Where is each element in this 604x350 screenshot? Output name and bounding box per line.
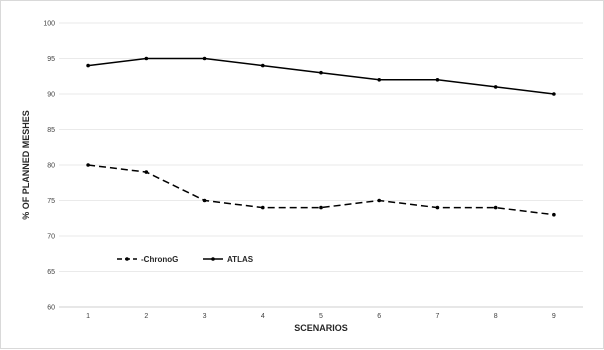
y-tick-label: 80: [47, 163, 55, 170]
data-point: [435, 205, 440, 210]
x-tick-label: 6: [377, 313, 381, 320]
x-tick-label: 8: [494, 313, 498, 320]
y-tick-label: 65: [47, 269, 55, 276]
x-tick-label: 9: [552, 313, 556, 320]
series-line-1: [88, 57, 554, 95]
x-tick-label: 5: [319, 313, 323, 320]
legend-label: -ChronoG: [141, 255, 178, 264]
data-point: [202, 198, 207, 203]
data-point: [144, 170, 149, 174]
data-point: [202, 56, 207, 61]
x-axis-ticks: 1 2 3 4 5 6 7 8 9: [86, 313, 556, 320]
legend-label: ATLAS: [227, 255, 254, 264]
legend-marker: [211, 257, 215, 261]
data-point: [552, 212, 556, 217]
series-lines: [88, 57, 554, 216]
data-point: [377, 198, 382, 203]
data-point: [377, 78, 382, 82]
data-point: [493, 205, 498, 210]
gridlines: [59, 22, 583, 308]
x-tick-label: 3: [203, 313, 207, 320]
y-tick-label: 90: [47, 92, 55, 99]
data-point: [144, 56, 149, 61]
series-line-0: [88, 164, 554, 216]
data-point: [319, 205, 323, 210]
y-axis-title: % OF PLANNED MESHES: [21, 110, 31, 220]
y-axis-ticks: 60 65 70 75 80 85 90 95 100: [43, 21, 55, 312]
y-tick-label: 70: [47, 234, 55, 241]
y-tick-label: 60: [47, 305, 55, 312]
y-tick-label: 75: [47, 198, 55, 205]
x-tick-label: 1: [86, 313, 90, 320]
series-points: [86, 56, 556, 217]
x-tick-label: 7: [435, 313, 439, 320]
x-axis-title: SCENARIOS: [294, 323, 348, 333]
x-tick-label: 4: [261, 313, 265, 320]
data-point: [260, 205, 265, 210]
x-tick-label: 2: [144, 313, 148, 320]
data-point: [435, 78, 440, 82]
data-point: [86, 63, 90, 68]
data-point: [86, 163, 90, 167]
legend: -ChronoG ATLAS: [117, 255, 254, 264]
y-tick-label: 85: [47, 127, 55, 134]
data-point: [260, 63, 265, 68]
y-tick-label: 95: [47, 56, 55, 63]
data-point: [552, 92, 556, 96]
data-point: [493, 85, 498, 89]
data-point: [319, 70, 323, 75]
y-tick-label: 100: [43, 21, 55, 28]
legend-marker: [125, 257, 129, 261]
